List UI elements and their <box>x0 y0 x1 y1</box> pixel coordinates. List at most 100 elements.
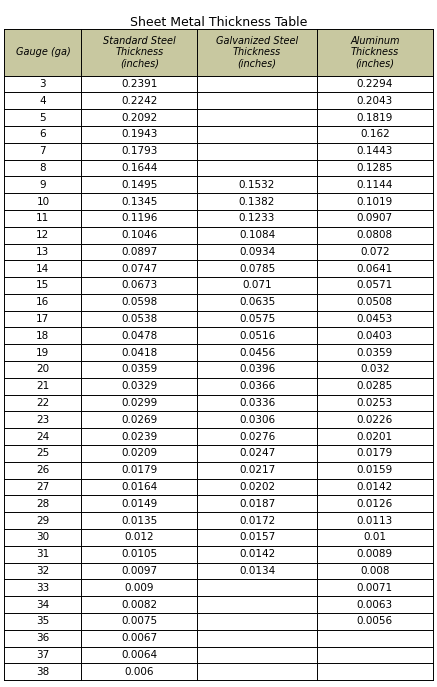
Text: 0.0217: 0.0217 <box>239 465 275 475</box>
Text: 38: 38 <box>36 666 49 677</box>
Text: 6: 6 <box>40 129 46 139</box>
Text: 0.0508: 0.0508 <box>357 297 393 307</box>
Text: 0.0453: 0.0453 <box>357 314 393 324</box>
Text: 0.0179: 0.0179 <box>121 465 157 475</box>
Text: 0.1019: 0.1019 <box>357 196 393 207</box>
Text: 0.006: 0.006 <box>125 666 154 677</box>
Text: 0.0113: 0.0113 <box>357 515 393 526</box>
Text: 0.0306: 0.0306 <box>239 415 275 425</box>
Text: 0.0299: 0.0299 <box>121 398 157 408</box>
Text: 15: 15 <box>36 280 49 291</box>
Text: 0.0478: 0.0478 <box>121 331 157 341</box>
Text: 0.1084: 0.1084 <box>239 230 275 240</box>
Text: 0.0897: 0.0897 <box>121 247 157 257</box>
Text: 0.1793: 0.1793 <box>121 146 157 156</box>
Text: 0.0785: 0.0785 <box>239 264 275 273</box>
Text: 0.0209: 0.0209 <box>121 449 157 458</box>
Text: 0.0571: 0.0571 <box>357 280 393 291</box>
Text: 0.0934: 0.0934 <box>239 247 275 257</box>
Text: 21: 21 <box>36 381 49 392</box>
Text: 0.0673: 0.0673 <box>121 280 157 291</box>
Text: 0.0063: 0.0063 <box>357 600 393 609</box>
Text: 27: 27 <box>36 482 49 492</box>
Text: 19: 19 <box>36 348 49 358</box>
Text: Aluminum
Thickness
(inches): Aluminum Thickness (inches) <box>350 36 399 69</box>
Text: Gauge (ga): Gauge (ga) <box>16 47 70 57</box>
Text: 0.0808: 0.0808 <box>357 230 393 240</box>
Text: 0.0253: 0.0253 <box>357 398 393 408</box>
Text: 0.0157: 0.0157 <box>239 532 275 543</box>
Text: 0.1144: 0.1144 <box>357 180 393 190</box>
Text: Sheet Metal Thickness Table: Sheet Metal Thickness Table <box>130 16 307 29</box>
Text: 0.0598: 0.0598 <box>121 297 157 307</box>
Text: 0.0641: 0.0641 <box>357 264 393 273</box>
Text: 24: 24 <box>36 431 49 442</box>
Text: 12: 12 <box>36 230 49 240</box>
Text: 36: 36 <box>36 633 49 643</box>
Text: 35: 35 <box>36 616 49 627</box>
Text: 0.009: 0.009 <box>125 583 154 593</box>
Text: 0.1233: 0.1233 <box>239 213 275 223</box>
Text: 0.0285: 0.0285 <box>357 381 393 392</box>
Text: 0.0276: 0.0276 <box>239 431 275 442</box>
Text: Galvanized Steel
Thickness
(inches): Galvanized Steel Thickness (inches) <box>216 36 298 69</box>
Text: 0.0226: 0.0226 <box>357 415 393 425</box>
Text: 0.2242: 0.2242 <box>121 95 157 106</box>
Text: 23: 23 <box>36 415 49 425</box>
Text: 0.0418: 0.0418 <box>121 348 157 358</box>
Text: 30: 30 <box>36 532 49 543</box>
Text: 0.0359: 0.0359 <box>357 348 393 358</box>
Text: 0.0187: 0.0187 <box>239 499 275 509</box>
Text: 0.0067: 0.0067 <box>121 633 157 643</box>
Text: Standard Steel
Thickness
(inches): Standard Steel Thickness (inches) <box>103 36 176 69</box>
Text: 28: 28 <box>36 499 49 509</box>
Text: 0.0456: 0.0456 <box>239 348 275 358</box>
Text: 0.1046: 0.1046 <box>121 230 157 240</box>
Text: 8: 8 <box>40 163 46 173</box>
Text: 32: 32 <box>36 566 49 576</box>
Text: 7: 7 <box>40 146 46 156</box>
Text: 4: 4 <box>40 95 46 106</box>
Text: 0.1532: 0.1532 <box>239 180 275 190</box>
Text: 10: 10 <box>36 196 49 207</box>
Text: 0.162: 0.162 <box>360 129 390 139</box>
Text: 29: 29 <box>36 515 49 526</box>
Text: 0.012: 0.012 <box>125 532 154 543</box>
Text: 37: 37 <box>36 650 49 660</box>
Text: 25: 25 <box>36 449 49 458</box>
Text: 0.0149: 0.0149 <box>121 499 157 509</box>
Text: 0.0336: 0.0336 <box>239 398 275 408</box>
Text: 0.0538: 0.0538 <box>121 314 157 324</box>
Text: 16: 16 <box>36 297 49 307</box>
Text: 0.1819: 0.1819 <box>357 113 393 122</box>
Text: 0.01: 0.01 <box>363 532 386 543</box>
Text: 0.0635: 0.0635 <box>239 297 275 307</box>
Text: 0.1943: 0.1943 <box>121 129 157 139</box>
Text: 33: 33 <box>36 583 49 593</box>
Text: 0.0179: 0.0179 <box>357 449 393 458</box>
Text: 0.0247: 0.0247 <box>239 449 275 458</box>
Text: 0.0159: 0.0159 <box>357 465 393 475</box>
Text: 3: 3 <box>40 79 46 89</box>
Text: 0.0082: 0.0082 <box>121 600 157 609</box>
Text: 0.1345: 0.1345 <box>121 196 157 207</box>
Text: 0.0105: 0.0105 <box>121 549 157 559</box>
Text: 0.2092: 0.2092 <box>121 113 157 122</box>
Text: 13: 13 <box>36 247 49 257</box>
Text: 0.008: 0.008 <box>360 566 389 576</box>
Text: 9: 9 <box>40 180 46 190</box>
Text: 0.0201: 0.0201 <box>357 431 393 442</box>
Text: 0.0142: 0.0142 <box>239 549 275 559</box>
Text: 0.0172: 0.0172 <box>239 515 275 526</box>
Text: 0.1196: 0.1196 <box>121 213 157 223</box>
Text: 0.0329: 0.0329 <box>121 381 157 392</box>
Text: 34: 34 <box>36 600 49 609</box>
Text: 5: 5 <box>40 113 46 122</box>
Text: 0.0071: 0.0071 <box>357 583 393 593</box>
Text: 14: 14 <box>36 264 49 273</box>
Text: 0.0366: 0.0366 <box>239 381 275 392</box>
Text: 0.072: 0.072 <box>360 247 390 257</box>
Text: 0.0135: 0.0135 <box>121 515 157 526</box>
Text: 0.2294: 0.2294 <box>357 79 393 89</box>
Text: 0.0269: 0.0269 <box>121 415 157 425</box>
